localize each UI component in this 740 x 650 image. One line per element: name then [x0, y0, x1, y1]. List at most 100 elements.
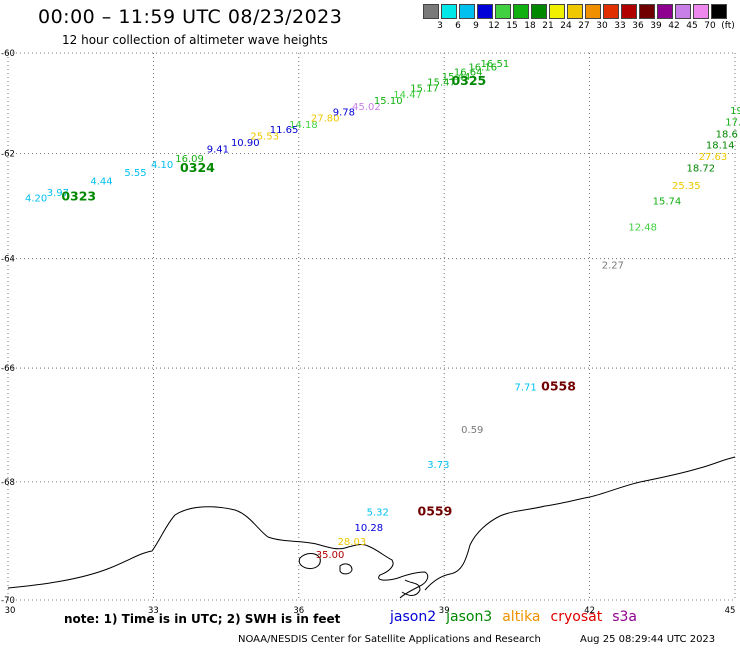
color-scale-swatch [621, 4, 637, 19]
wave-height-value: 28.03 [338, 537, 367, 548]
color-scale-label: 6 [455, 21, 461, 31]
wave-height-value: 0.59 [461, 425, 483, 436]
wave-height-value: 15.44 [442, 72, 471, 83]
color-scale-swatch [513, 4, 529, 19]
longitude-tick-label: 42 [584, 606, 595, 616]
longitude-tick-label: 30 [5, 606, 16, 616]
wave-height-value: 11.65 [270, 125, 299, 136]
latitude-tick-label: -70 [1, 596, 15, 606]
wave-height-value: 14.47 [393, 90, 422, 101]
footer-credit: NOAA/NESDIS Center for Satellite Applica… [238, 634, 541, 645]
latitude-tick-label: -62 [1, 150, 15, 160]
antarctic-coastline [7, 456, 736, 599]
color-scale-swatch [657, 4, 673, 19]
color-scale-swatch [675, 4, 691, 19]
wave-height-value: 16.51 [481, 59, 510, 70]
color-scale-swatch [549, 4, 565, 19]
latitude-tick-label: -60 [1, 49, 15, 59]
color-scale-legend: 3 6 9 12 15 18 21 24 27 30 33 36 39 42 45 70 (ft) [423, 4, 735, 34]
color-scale-label: 27 [578, 21, 590, 31]
legend-entry-altika: altika [502, 609, 541, 625]
color-scale-label: 21 [542, 21, 554, 31]
color-scale-swatch [693, 4, 709, 19]
color-scale-label: 45 [686, 21, 698, 31]
pass-time-label: 0558 [541, 378, 576, 393]
observation-labels: 4.20 3.974.445.554.1016.099.4110.9025.531… [25, 59, 740, 561]
wave-height-value: 27.80 [311, 113, 340, 124]
legend-entry-jason3: jason3 [446, 609, 493, 625]
wave-height-value: 5.55 [124, 168, 146, 179]
wave-height-value: 4.44 [90, 177, 112, 188]
color-scale-swatch [585, 4, 601, 19]
color-scale-swatch [459, 4, 475, 19]
wave-height-value: 19. [730, 106, 740, 117]
wave-height-value: 15.47 [427, 78, 456, 89]
wave-height-value: 15.74 [653, 197, 682, 208]
color-scale-swatch [711, 4, 727, 19]
wave-height-value: 10.28 [355, 523, 384, 534]
color-scale-label: 24 [560, 21, 572, 31]
wave-height-value: 25.53 [250, 131, 279, 142]
wave-height-value: 45.02 [352, 102, 381, 113]
longitude-tick-label: 39 [439, 606, 450, 616]
color-scale-label: 30 [596, 21, 608, 31]
color-scale-swatch [477, 4, 493, 19]
pass-time-labels: 0323 0324 0325 0558 0559 [61, 73, 576, 518]
color-scale-label: 3 [437, 21, 443, 31]
wave-height-value: 7.71 [514, 382, 536, 393]
wave-height-value: 4.20 [25, 193, 47, 204]
wave-height-value: 35.00 [316, 550, 345, 561]
footer-timestamp: Aug 25 08:29:44 UTC 2023 [580, 634, 716, 645]
coastline-island [298, 553, 321, 569]
color-scale-label: (ft) [721, 21, 735, 31]
wave-height-value: 4.10 [151, 160, 173, 171]
wave-height-value: 5.32 [367, 508, 389, 519]
legend-entry-s3a: s3a [612, 609, 637, 625]
color-scale-swatch [441, 4, 457, 19]
wave-height-value: 2.27 [602, 260, 624, 271]
wave-height-value: 16.09 [175, 154, 204, 165]
wave-height-value: 16.16 [468, 62, 497, 73]
footer-note: note: 1) Time is in UTC; 2) SWH is in fe… [64, 612, 341, 626]
color-scale-label: 33 [614, 21, 626, 31]
legend-entry-cryosat: cryosat [550, 609, 603, 625]
color-scale-swatch [531, 4, 547, 19]
wave-height-value: 18.72 [687, 164, 716, 175]
color-scale-label: 15 [506, 21, 518, 31]
wave-height-value: 15.17 [410, 84, 439, 95]
wave-height-value: 12.48 [628, 222, 657, 233]
pass-time-label: 0325 [451, 73, 486, 88]
page-subtitle: 12 hour collection of altimeter wave hei… [62, 33, 328, 47]
color-scale-swatch [567, 4, 583, 19]
axis-tick-labels: 30 33 36 39 42 45 -60 -62 -64 -66 -68 -70 [1, 49, 735, 616]
color-scale-label: 18 [524, 21, 536, 31]
pass-time-label: 0323 [61, 188, 96, 203]
wave-height-value: 27.63 [699, 152, 728, 163]
legend-entry-jason2: jason2 [390, 609, 437, 625]
color-scale-swatch [639, 4, 655, 19]
color-scale-label: 9 [473, 21, 479, 31]
wave-height-value: 9.41 [207, 145, 229, 156]
wave-height-value: 14.18 [289, 120, 318, 131]
wave-height-value: 15.10 [374, 96, 403, 107]
color-scale-label: 12 [488, 21, 500, 31]
pass-time-label: 0324 [180, 160, 215, 175]
color-scale-label: 36 [632, 21, 644, 31]
wave-height-value: 16.64 [454, 67, 483, 78]
wave-height-value: 18.14 [706, 141, 735, 152]
wave-height-value: 25.35 [672, 181, 701, 192]
wave-height-value: 18.6 [716, 129, 738, 140]
color-scale-swatch [423, 4, 439, 19]
color-scale-label: 39 [650, 21, 662, 31]
latitude-tick-label: -66 [1, 364, 15, 374]
coastline-island [339, 563, 353, 575]
color-scale-swatch [603, 4, 619, 19]
latitude-tick-label: -68 [1, 478, 15, 488]
color-scale-label: 70 [704, 21, 716, 31]
color-scale-swatch [495, 4, 511, 19]
wave-height-value: 17. [725, 118, 740, 129]
wave-height-value: 10.90 [231, 138, 260, 149]
page-title: 00:00 – 11:59 UTC 08/23/2023 [38, 6, 343, 28]
longitude-tick-label: 45 [725, 606, 736, 616]
